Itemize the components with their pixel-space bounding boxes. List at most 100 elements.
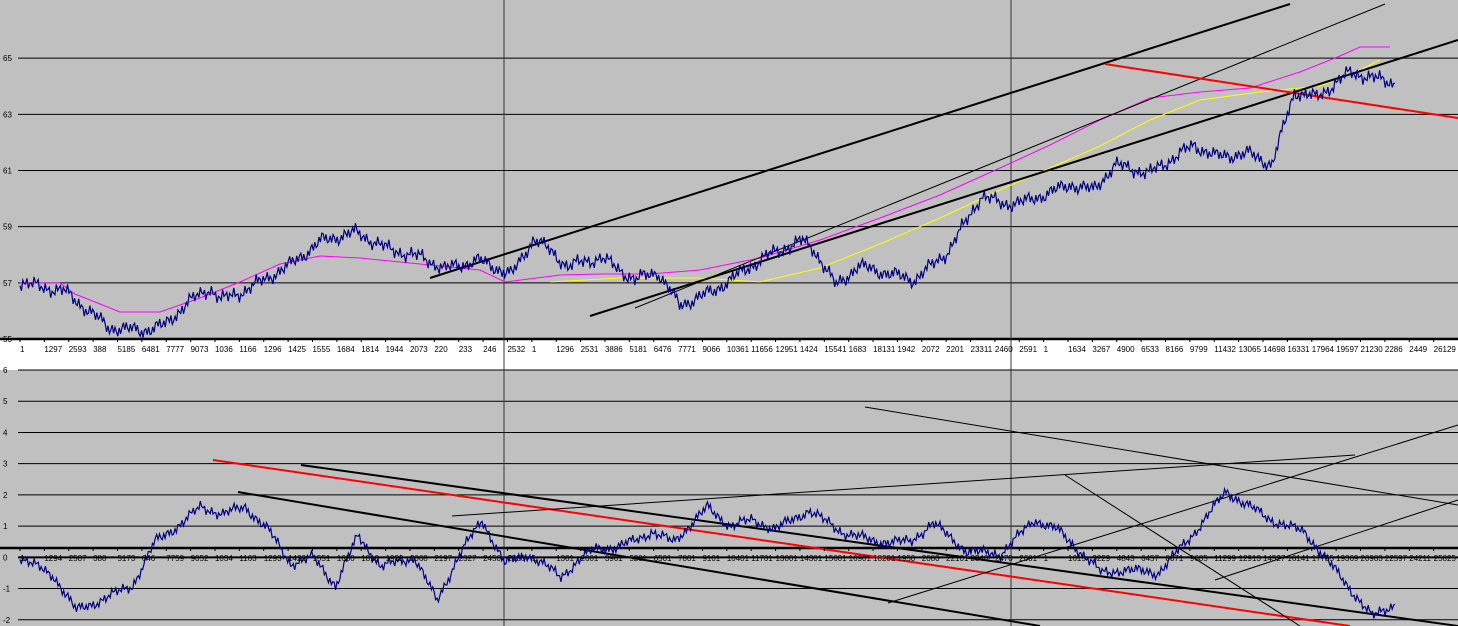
y-tick-label: 1: [3, 522, 8, 531]
x-tick-label: 5201: [629, 554, 647, 563]
x-tick-label: 4843: [1117, 554, 1135, 563]
x-tick-label: 15541: [824, 345, 847, 354]
x-tick-label: 3886: [605, 345, 623, 354]
x-tick-label: 9066: [702, 345, 720, 354]
x-tick-label: 1163: [239, 554, 257, 563]
x-tick-label: 2340: [971, 554, 989, 563]
price-series-line: [19, 486, 1396, 619]
x-tick-label: 2456: [483, 554, 501, 563]
x-tick-label: 8071: [1166, 554, 1184, 563]
y-tick-label: 6: [3, 366, 8, 375]
y-tick-label: -2: [3, 616, 11, 625]
x-tick-label: 220: [434, 345, 448, 354]
x-tick-label: 2080: [922, 554, 940, 563]
x-tick-label: 1810: [361, 554, 379, 563]
x-tick-label: 13065: [1239, 345, 1262, 354]
x-tick-label: 1: [20, 554, 25, 563]
y-tick-label: 61: [3, 167, 12, 176]
x-tick-label: 7801: [678, 554, 696, 563]
x-tick-label: 24211: [1409, 554, 1431, 563]
x-tick-label: 5181: [629, 345, 647, 354]
x-tick-label: 6533: [1141, 345, 1159, 354]
x-tick-label: 2068: [410, 554, 428, 563]
top-axis-labels: 55 57 59 61 63 65 1 1297 2593 388 5185 6481 7777 9073…: [3, 54, 1456, 354]
thin-rising-line: [451, 454, 1356, 517]
y-tick-label: -1: [3, 585, 11, 594]
x-tick-label: 11656: [751, 345, 773, 354]
y-tick-label: 4: [3, 428, 8, 437]
x-tick-label: 2073: [410, 345, 428, 354]
x-tick-label: 6481: [142, 345, 160, 354]
x-tick-label: 9799: [1190, 345, 1208, 354]
y-tick-label: 2: [3, 491, 8, 500]
x-tick-label: 1424: [800, 345, 818, 354]
top-grid: [0, 57, 1458, 341]
x-tick-label: 21230: [1361, 345, 1384, 354]
x-tick-label: 646: [142, 554, 156, 563]
price-series-line: [19, 66, 1396, 338]
yellow-trend-line: [549, 59, 1381, 283]
top-trendlines: [429, 3, 1458, 317]
x-tick-label: 1294: [44, 554, 62, 563]
x-tick-label: 25825: [1434, 554, 1457, 563]
x-tick-label: 2531: [581, 345, 599, 354]
x-tick-label: 1: [20, 345, 25, 354]
x-tick-label: 1: [1044, 554, 1049, 563]
x-tick-label: 246: [483, 345, 497, 354]
x-tick-label: 23311: [971, 345, 993, 354]
thin-falling-line-1: [864, 406, 1458, 506]
x-tick-label: 14301: [800, 554, 823, 563]
x-tick-label: 2586: [507, 554, 525, 563]
x-tick-label: 16901: [849, 554, 872, 563]
x-tick-label: 1166: [239, 345, 257, 354]
thin-falling-line-2: [1064, 474, 1301, 626]
x-tick-label: 19369: [1336, 554, 1359, 563]
x-tick-label: 1684: [337, 345, 355, 354]
y-tick-label: 3: [3, 460, 8, 469]
bottom-axis-labels: -2 -1 0 1 2 3 4 5 6 1 1294 2587 388 5173 646 7759 9052 10…: [3, 366, 1456, 625]
x-tick-label: 1551: [312, 554, 330, 563]
x-tick-label: 7759: [166, 554, 184, 563]
upper-channel-line: [429, 3, 1291, 279]
x-tick-label: 22101: [946, 554, 969, 563]
x-tick-label: 7777: [166, 345, 184, 354]
black-channel-line-2: [237, 491, 1041, 626]
x-tick-label: 2470: [995, 554, 1013, 563]
x-tick-label: 10401: [727, 554, 750, 563]
x-tick-label: 16141: [1287, 554, 1310, 563]
x-tick-label: 22597: [1385, 554, 1408, 563]
x-tick-label: 1634: [1068, 345, 1086, 354]
x-tick-label: 1942: [897, 345, 915, 354]
x-tick-label: 7771: [678, 345, 696, 354]
x-tick-label: 1555: [312, 345, 330, 354]
x-tick-label: 6457: [1141, 554, 1159, 563]
x-tick-label: 11299: [1214, 554, 1236, 563]
top-price-series: [19, 66, 1396, 338]
x-tick-label: 2460: [995, 345, 1013, 354]
x-tick-label: 1: [1044, 345, 1049, 354]
x-tick-label: 1: [532, 554, 537, 563]
x-tick-label: 2201: [946, 345, 964, 354]
y-tick-label: 63: [3, 110, 12, 119]
x-tick-label: 20983: [1361, 554, 1384, 563]
bottom-oscillator-series: [19, 486, 1396, 619]
x-tick-label: 1814: [361, 345, 379, 354]
y-tick-label: 57: [3, 279, 12, 288]
x-tick-label: 1425: [288, 345, 306, 354]
x-tick-label: 3229: [1092, 554, 1110, 563]
x-tick-label: 1615: [1068, 554, 1086, 563]
y-tick-label: 5: [3, 397, 8, 406]
x-tick-label: 1683: [849, 345, 867, 354]
x-tick-label: 17755: [1312, 554, 1335, 563]
x-tick-label: 3901: [605, 554, 623, 563]
x-tick-label: 26129: [1434, 345, 1457, 354]
red-resistance-line: [1104, 63, 1458, 119]
x-tick-label: 12951: [776, 345, 799, 354]
x-tick-label: 10361: [727, 345, 750, 354]
x-tick-label: 13001: [776, 554, 799, 563]
x-tick-label: 1950: [897, 554, 915, 563]
x-tick-label: 1939: [386, 554, 404, 563]
x-tick-label: 5173: [117, 554, 135, 563]
x-tick-label: 2593: [69, 345, 87, 354]
